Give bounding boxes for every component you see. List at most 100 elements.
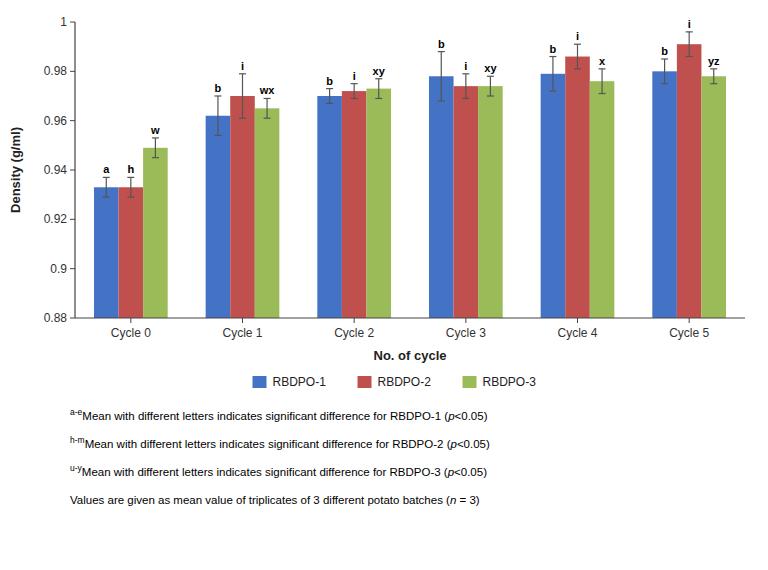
letter-label: xy (484, 62, 497, 74)
error-cap (686, 31, 693, 32)
error-cap (127, 197, 134, 198)
x-tick (354, 318, 355, 323)
y-tick (70, 22, 75, 23)
error-cap (574, 68, 581, 69)
y-tick-label: 0.96 (44, 114, 68, 128)
footnote-rest: = 3) (456, 494, 480, 506)
letter-label: xy (373, 65, 386, 77)
bar (454, 86, 479, 318)
footnote-rest: <0.05) (455, 410, 488, 422)
error-cap (549, 56, 556, 57)
letter-label: b (438, 38, 445, 50)
error-cap (462, 98, 469, 99)
error-bar (351, 84, 358, 99)
letter-label: x (599, 55, 606, 67)
error-stem (266, 98, 267, 118)
error-cap (326, 103, 333, 104)
error-stem (217, 96, 218, 135)
error-cap (351, 83, 358, 84)
x-tick-label: Cycle 0 (111, 326, 151, 340)
footnote: u-yMean with different letters indicates… (70, 463, 487, 478)
error-cap (487, 76, 494, 77)
error-cap (351, 98, 358, 99)
error-stem (465, 74, 466, 99)
error-stem (354, 84, 355, 99)
footnote-sup: a-e (70, 407, 83, 417)
y-tick (70, 219, 75, 220)
error-cap (710, 68, 717, 69)
error-cap (599, 93, 606, 94)
y-tick (70, 71, 75, 72)
bar (317, 96, 342, 318)
x-tick-label: Cycle 5 (669, 326, 709, 340)
bar (143, 148, 168, 318)
y-tick-label: 0.98 (44, 64, 68, 78)
error-stem (378, 79, 379, 99)
error-cap (599, 68, 606, 69)
legend: RBDPO-1 RBDPO-2 RBDPO-3 (253, 375, 537, 389)
error-cap (686, 56, 693, 57)
error-cap (264, 118, 271, 119)
letter-label: wx (259, 84, 276, 96)
error-bar (103, 177, 110, 197)
bar (206, 116, 231, 318)
bar (429, 76, 454, 318)
error-bar (661, 59, 668, 84)
error-cap (574, 44, 581, 45)
error-stem (490, 76, 491, 96)
error-cap (438, 51, 445, 52)
error-bar (214, 96, 221, 135)
letter-label: w (150, 124, 160, 136)
error-stem (577, 44, 578, 69)
error-bar (127, 177, 134, 197)
error-cap (438, 100, 445, 101)
error-stem (552, 57, 553, 92)
y-tick-label: 0.92 (44, 212, 68, 226)
error-cap (326, 88, 333, 89)
x-tick (689, 318, 690, 323)
footnote-text: Mean with different letters indicates si… (82, 410, 448, 422)
y-tick (70, 268, 75, 269)
footnote-text: Mean with different letters indicates si… (85, 438, 451, 450)
x-tick-label: Cycle 3 (446, 326, 486, 340)
y-tick-label: 0.94 (44, 163, 68, 177)
x-tick-label: Cycle 1 (222, 326, 262, 340)
bar (342, 91, 367, 318)
legend-label: RBDPO-1 (273, 375, 327, 389)
y-tick-label: 0.88 (44, 311, 68, 325)
legend-label: RBDPO-2 (378, 375, 432, 389)
x-tick (577, 318, 578, 323)
error-cap (103, 197, 110, 198)
letter-label: i (353, 70, 356, 82)
legend-label: RBDPO-3 (483, 375, 537, 389)
error-cap (661, 58, 668, 59)
footnote: Values are given as mean value of tripli… (70, 494, 480, 506)
letter-label: i (688, 18, 691, 30)
letter-label: i (241, 60, 244, 72)
error-stem (441, 52, 442, 101)
error-bar (487, 76, 494, 96)
letter-label: yz (708, 55, 720, 67)
error-cap (152, 157, 159, 158)
error-bar (462, 74, 469, 99)
legend-swatch (463, 376, 477, 388)
error-cap (375, 98, 382, 99)
y-tick (70, 170, 75, 171)
x-axis-label: No. of cycle (374, 348, 447, 363)
error-stem (242, 74, 243, 118)
y-tick-label: 1 (60, 15, 67, 29)
y-axis-label: Density (g/ml) (8, 127, 23, 213)
footnote-rest: <0.05) (457, 438, 490, 450)
error-cap (710, 83, 717, 84)
error-bar (326, 89, 333, 104)
bar (230, 96, 255, 318)
letter-label: i (576, 30, 579, 42)
error-stem (689, 32, 690, 57)
error-cap (661, 83, 668, 84)
footnote: h-mMean with different letters indicates… (70, 435, 490, 450)
error-cap (487, 95, 494, 96)
y-tick (70, 318, 75, 319)
error-cap (239, 73, 246, 74)
bar (652, 71, 677, 318)
error-bar (438, 52, 445, 101)
